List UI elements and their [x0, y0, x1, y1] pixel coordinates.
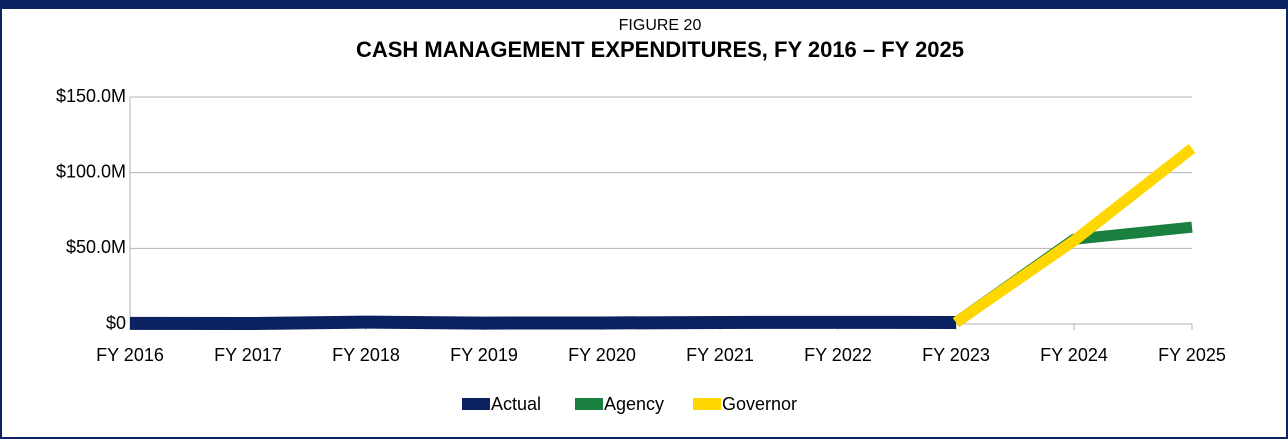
- legend-swatch: [693, 398, 721, 410]
- y-tick-label: $100.0M: [56, 161, 126, 181]
- legend-swatch: [575, 398, 603, 410]
- legend-swatch: [462, 398, 490, 410]
- chart-subtitle: FIGURE 20: [619, 17, 702, 34]
- series-line: [129, 315, 957, 331]
- x-tick-label: FY 2017: [214, 345, 282, 365]
- y-tick-label: $0: [106, 313, 126, 333]
- y-tick-label: $150.0M: [56, 86, 126, 106]
- legend-label: Governor: [722, 394, 797, 414]
- x-tick-label: FY 2024: [1040, 345, 1108, 365]
- x-tick-label: FY 2022: [804, 345, 872, 365]
- x-tick-label: FY 2020: [568, 345, 636, 365]
- x-tick-label: FY 2018: [332, 345, 400, 365]
- x-tick-label: FY 2016: [96, 345, 164, 365]
- x-tick-label: FY 2025: [1158, 345, 1226, 365]
- chart-title: CASH MANAGEMENT EXPENDITURES, FY 2016 – …: [356, 37, 964, 62]
- series-line: [952, 144, 1196, 328]
- x-tick-label: FY 2021: [686, 345, 754, 365]
- x-tick-label: FY 2019: [450, 345, 518, 365]
- top-bar: [0, 0, 1288, 9]
- y-tick-label: $50.0M: [66, 237, 126, 257]
- legend-label: Actual: [491, 394, 541, 414]
- legend-label: Agency: [604, 394, 664, 414]
- x-tick-label: FY 2023: [922, 345, 990, 365]
